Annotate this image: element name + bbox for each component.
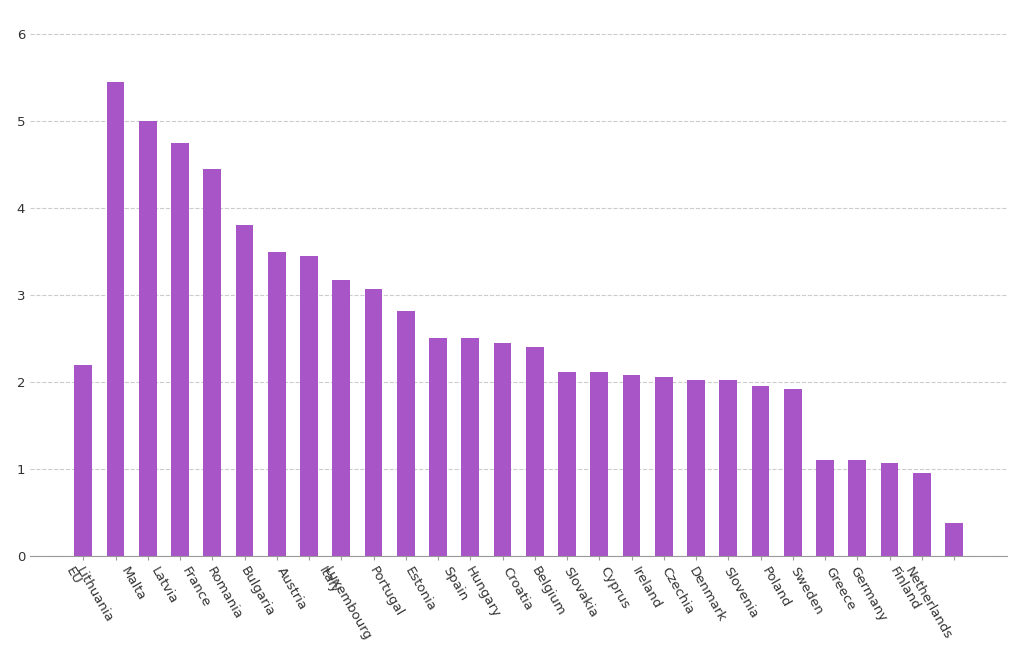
Bar	[720, 380, 737, 556]
Bar	[945, 523, 963, 556]
Bar	[687, 380, 705, 556]
Bar	[591, 372, 608, 556]
Bar	[623, 375, 640, 556]
Bar	[784, 389, 802, 556]
Bar	[171, 143, 189, 556]
Bar	[558, 372, 575, 556]
Bar	[139, 121, 157, 556]
Bar	[655, 377, 673, 556]
Bar	[75, 364, 92, 556]
Bar	[462, 339, 479, 556]
Bar	[913, 473, 931, 556]
Bar	[300, 256, 317, 556]
Bar	[526, 347, 544, 556]
Bar	[849, 460, 866, 556]
Bar	[397, 311, 415, 556]
Bar	[752, 386, 769, 556]
Bar	[816, 460, 834, 556]
Bar	[268, 251, 286, 556]
Bar	[333, 280, 350, 556]
Bar	[429, 339, 446, 556]
Bar	[204, 169, 221, 556]
Bar	[494, 343, 511, 556]
Bar	[106, 82, 125, 556]
Bar	[236, 226, 253, 556]
Bar	[881, 463, 898, 556]
Bar	[365, 289, 382, 556]
